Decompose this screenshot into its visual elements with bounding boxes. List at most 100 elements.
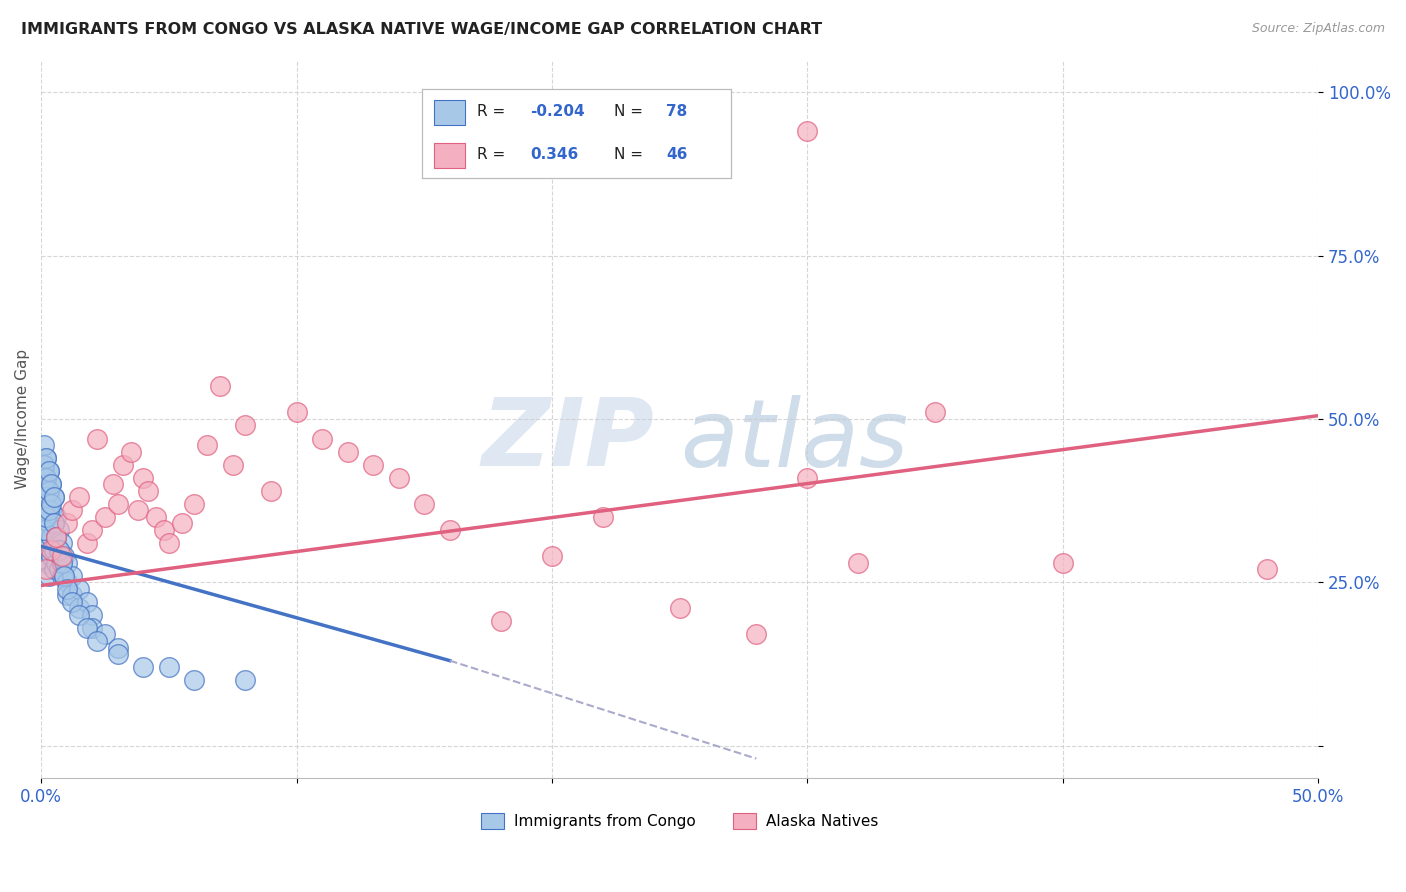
- Immigrants from Congo: [183, 673, 205, 688]
- Immigrants from Congo: [42, 516, 65, 531]
- Immigrants from Congo: [51, 556, 73, 570]
- Immigrants from Congo: [67, 582, 90, 596]
- Immigrants from Congo: [35, 542, 58, 557]
- Alaska Natives: [195, 438, 218, 452]
- Immigrants from Congo: [67, 601, 90, 615]
- Immigrants from Congo: [42, 491, 65, 505]
- Text: ZIP: ZIP: [481, 394, 654, 486]
- Immigrants from Congo: [38, 503, 60, 517]
- Alaska Natives: [235, 418, 257, 433]
- Alaska Natives: [796, 471, 818, 485]
- Alaska Natives: [413, 497, 436, 511]
- Alaska Natives: [111, 458, 134, 472]
- Immigrants from Congo: [32, 477, 55, 491]
- Immigrants from Congo: [41, 549, 63, 563]
- Alaska Natives: [107, 497, 129, 511]
- Alaska Natives: [336, 444, 359, 458]
- Immigrants from Congo: [48, 542, 70, 557]
- Text: R =: R =: [478, 147, 510, 162]
- Immigrants from Congo: [35, 491, 58, 505]
- Alaska Natives: [127, 503, 149, 517]
- Alaska Natives: [439, 523, 461, 537]
- Immigrants from Congo: [107, 647, 129, 661]
- Alaska Natives: [388, 471, 411, 485]
- Immigrants from Congo: [35, 523, 58, 537]
- Immigrants from Congo: [60, 595, 83, 609]
- Alaska Natives: [55, 516, 77, 531]
- Immigrants from Congo: [48, 562, 70, 576]
- Alaska Natives: [170, 516, 193, 531]
- Alaska Natives: [45, 529, 67, 543]
- Immigrants from Congo: [35, 451, 58, 466]
- Immigrants from Congo: [41, 477, 63, 491]
- Text: 78: 78: [666, 104, 688, 120]
- Alaska Natives: [60, 503, 83, 517]
- Alaska Natives: [1256, 562, 1278, 576]
- Immigrants from Congo: [38, 464, 60, 478]
- Alaska Natives: [138, 483, 160, 498]
- Alaska Natives: [924, 405, 946, 419]
- Alaska Natives: [260, 483, 283, 498]
- Immigrants from Congo: [32, 464, 55, 478]
- Immigrants from Congo: [32, 529, 55, 543]
- Immigrants from Congo: [82, 621, 104, 635]
- Immigrants from Congo: [76, 621, 98, 635]
- Text: 0.346: 0.346: [530, 147, 578, 162]
- Immigrants from Congo: [35, 471, 58, 485]
- Immigrants from Congo: [55, 556, 77, 570]
- Alaska Natives: [1052, 556, 1074, 570]
- Immigrants from Congo: [45, 556, 67, 570]
- Immigrants from Congo: [55, 582, 77, 596]
- Alaska Natives: [311, 432, 333, 446]
- Alaska Natives: [183, 497, 205, 511]
- Alaska Natives: [94, 509, 117, 524]
- Alaska Natives: [35, 562, 58, 576]
- Alaska Natives: [221, 458, 243, 472]
- Alaska Natives: [208, 379, 231, 393]
- Immigrants from Congo: [41, 477, 63, 491]
- Immigrants from Congo: [38, 568, 60, 582]
- Immigrants from Congo: [42, 491, 65, 505]
- Immigrants from Congo: [82, 607, 104, 622]
- Alaska Natives: [145, 509, 167, 524]
- Alaska Natives: [120, 444, 142, 458]
- Immigrants from Congo: [35, 477, 58, 491]
- Alaska Natives: [541, 549, 564, 563]
- Immigrants from Congo: [45, 536, 67, 550]
- Legend: Immigrants from Congo, Alaska Natives: Immigrants from Congo, Alaska Natives: [475, 807, 884, 835]
- Immigrants from Congo: [51, 536, 73, 550]
- Alaska Natives: [132, 471, 155, 485]
- Alaska Natives: [361, 458, 384, 472]
- Alaska Natives: [86, 432, 108, 446]
- Text: Source: ZipAtlas.com: Source: ZipAtlas.com: [1251, 22, 1385, 36]
- Alaska Natives: [152, 523, 174, 537]
- Immigrants from Congo: [53, 549, 76, 563]
- Alaska Natives: [51, 549, 73, 563]
- Immigrants from Congo: [41, 497, 63, 511]
- Immigrants from Congo: [53, 568, 76, 582]
- Alaska Natives: [157, 536, 180, 550]
- Immigrants from Congo: [32, 503, 55, 517]
- Immigrants from Congo: [51, 568, 73, 582]
- Text: N =: N =: [613, 104, 647, 120]
- Immigrants from Congo: [51, 556, 73, 570]
- Immigrants from Congo: [107, 640, 129, 655]
- FancyBboxPatch shape: [434, 100, 465, 125]
- Text: atlas: atlas: [679, 395, 908, 486]
- Alaska Natives: [101, 477, 124, 491]
- Text: IMMIGRANTS FROM CONGO VS ALASKA NATIVE WAGE/INCOME GAP CORRELATION CHART: IMMIGRANTS FROM CONGO VS ALASKA NATIVE W…: [21, 22, 823, 37]
- Immigrants from Congo: [41, 529, 63, 543]
- Immigrants from Congo: [55, 575, 77, 590]
- Alaska Natives: [745, 627, 768, 641]
- Alaska Natives: [796, 124, 818, 138]
- Immigrants from Congo: [38, 483, 60, 498]
- FancyBboxPatch shape: [434, 143, 465, 168]
- Immigrants from Congo: [76, 595, 98, 609]
- Immigrants from Congo: [38, 536, 60, 550]
- Immigrants from Congo: [42, 516, 65, 531]
- Immigrants from Congo: [35, 451, 58, 466]
- Immigrants from Congo: [41, 503, 63, 517]
- Immigrants from Congo: [42, 562, 65, 576]
- Immigrants from Congo: [48, 523, 70, 537]
- Immigrants from Congo: [38, 491, 60, 505]
